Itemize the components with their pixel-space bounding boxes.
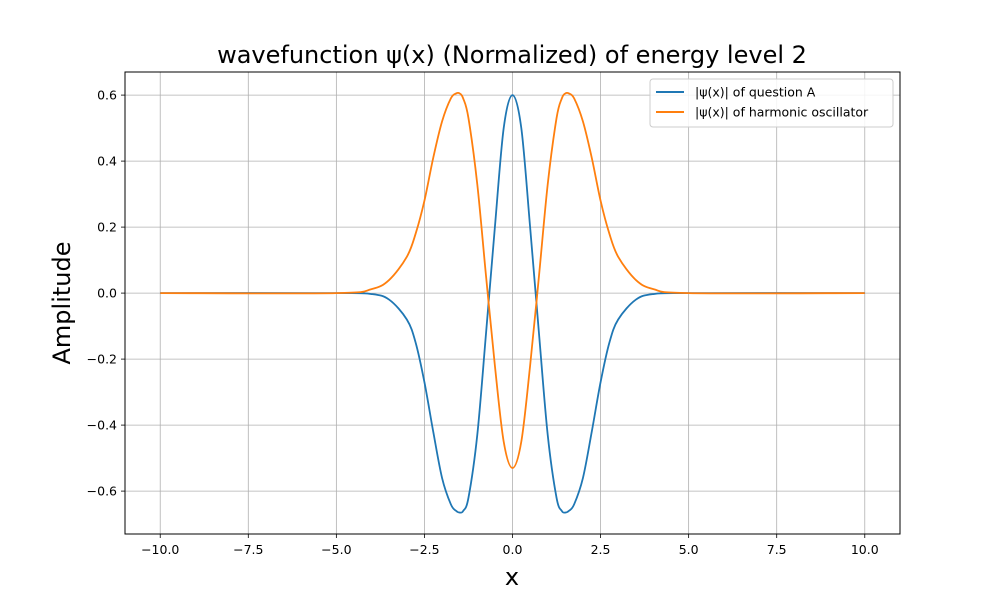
legend: |ψ(x)| of question A |ψ(x)| of harmonic … [649,78,894,128]
series-layer [160,91,865,514]
x-axis-label: x [505,563,519,591]
y-axis-label: Amplitude [48,242,76,365]
ticks: −10.0 −7.5 −5.0 −2.5 0.0 2.5 5.0 7.5 10.0 −0.6 −0.… [87,88,879,557]
x-tick-label: −2.5 [409,542,439,557]
x-tick-label: −10.0 [141,542,179,557]
y-tick-label: −0.6 [87,484,117,499]
legend-label-question-a: |ψ(x)| of question A [695,85,816,100]
legend-label-harmonic-oscillator: |ψ(x)| of harmonic oscillator [695,105,869,120]
series-line-harmonic-oscillator [160,91,865,469]
x-tick-label: 0.0 [503,542,523,557]
grid [125,72,900,534]
x-tick-label: 10.0 [851,542,879,557]
y-tick-label: 0.0 [97,286,117,301]
y-tick-label: 0.2 [97,220,117,235]
y-tick-label: 0.6 [97,88,117,103]
x-tick-label: 2.5 [591,542,611,557]
plot-area [160,91,865,514]
y-tick-label: −0.2 [87,352,117,367]
legend-box [649,78,894,128]
x-tick-label: −5.0 [321,542,351,557]
series-line-question-a [160,94,865,514]
y-tick-label: −0.4 [87,418,117,433]
x-tick-label: −7.5 [233,542,263,557]
x-tick-label: 7.5 [767,542,787,557]
chart-title: wavefunction ψ(x) (Normalized) of energy… [217,41,807,69]
y-tick-label: 0.4 [97,154,117,169]
x-tick-label: 5.0 [679,542,699,557]
